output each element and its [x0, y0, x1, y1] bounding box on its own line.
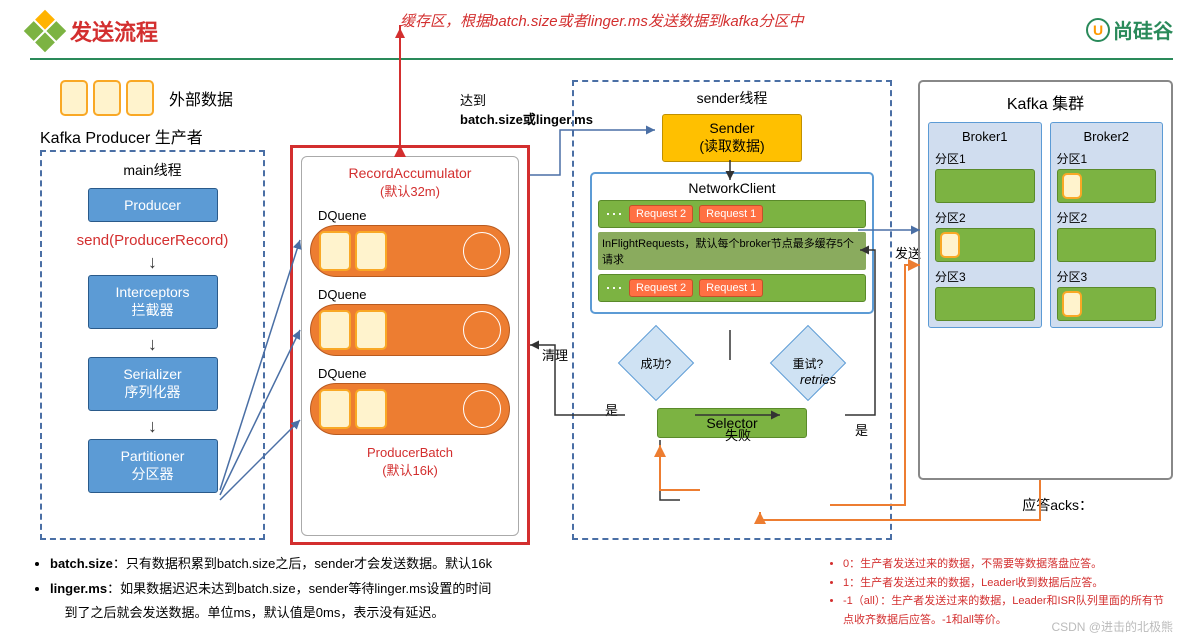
- partition-box: [935, 169, 1035, 203]
- main-thread: main线程 Producer send(ProducerRecord) ↓ I…: [40, 150, 265, 540]
- partition-box: [1057, 287, 1157, 321]
- data-card-icon: [93, 80, 121, 116]
- external-label: 外部数据: [169, 86, 233, 110]
- external-data: 外部数据: [60, 80, 233, 116]
- notes-left: batch.size：batch.size：只有数据积累到batch.size之…: [50, 552, 590, 626]
- nc-title: NetworkClient: [598, 180, 866, 196]
- yes-label: 是: [605, 400, 618, 419]
- acks-label: 应答acks：: [1022, 495, 1093, 515]
- partition-box: [1057, 169, 1157, 203]
- dots-icon: ⋯: [605, 283, 623, 293]
- dq-label: DQuene: [318, 366, 510, 381]
- request-box: Request 1: [699, 279, 763, 297]
- inflight-note: InFlightRequests，默认每个broker节点最多缓存5个请求: [598, 232, 866, 270]
- page-title: 发送流程: [70, 15, 158, 47]
- partition-label: 分区2: [1057, 209, 1157, 226]
- yes-label2: 是: [855, 420, 868, 439]
- header-right: U 尚硅谷: [1086, 15, 1173, 44]
- partition-label: 分区1: [1057, 150, 1157, 167]
- send-label: send(ProducerRecord): [50, 232, 255, 249]
- partition-box: [935, 228, 1035, 262]
- request-box: Request 1: [699, 205, 763, 223]
- kafka-cluster: Kafka 集群 Broker1 分区1 分区2 分区3 Broker2 分区1…: [918, 80, 1173, 480]
- request-box: Request 2: [629, 205, 693, 223]
- request-row: ⋯ Request 2 Request 1: [598, 274, 866, 302]
- dqueue: [310, 225, 510, 277]
- dq-label: DQuene: [318, 208, 510, 223]
- partition-label: 分区3: [935, 268, 1035, 285]
- request-box: Request 2: [629, 279, 693, 297]
- watermark: CSDN @进击的北极熊: [1051, 618, 1173, 635]
- producer-box: Producer: [88, 188, 218, 222]
- ack-note: 1：生产者发送过来的数据，Leader收到数据后应答。: [843, 574, 1173, 593]
- main-thread-title: main线程: [50, 160, 255, 180]
- data-card-icon: [60, 80, 88, 116]
- data-card-icon: [126, 80, 154, 116]
- broker-row: Broker1 分区1 分区2 分区3 Broker2 分区1 分区2 分区3: [928, 122, 1163, 328]
- partition-label: 分区1: [935, 150, 1035, 167]
- retries-label: retries: [800, 372, 836, 387]
- kafka-title: Kafka 集群: [928, 90, 1163, 114]
- request-row: ⋯ Request 2 Request 1: [598, 200, 866, 228]
- dq-label: DQuene: [318, 287, 510, 302]
- brand-name: 尚硅谷: [1113, 15, 1173, 44]
- partition-label: 分区3: [1057, 268, 1157, 285]
- producer-title: Kafka Producer 生产者: [40, 124, 203, 148]
- retry-diamond: 重试?: [770, 325, 846, 401]
- note-item: linger.ms：linger.ms：如果数据迟迟未达到batch.size，…: [50, 577, 590, 624]
- network-client: NetworkClient ⋯ Request 2 Request 1 InFl…: [590, 172, 874, 314]
- sender-thread: sender线程 Sender(读取数据) NetworkClient ⋯ Re…: [572, 80, 892, 540]
- accumulator-inner: RecordAccumulator (默认32m) DQuene DQuene …: [301, 156, 519, 536]
- dqueue: [310, 383, 510, 435]
- broker2-title: Broker2: [1057, 129, 1157, 144]
- fail-label: 失败: [725, 425, 751, 444]
- diamond-logo-icon: [24, 10, 66, 52]
- dots-icon: ⋯: [605, 209, 623, 219]
- brand-icon: U: [1086, 18, 1110, 42]
- header-left: 发送流程: [30, 15, 158, 47]
- producer-batch-label: ProducerBatch(默认16k): [310, 445, 510, 479]
- decision-row: 成功? 重试?: [580, 336, 884, 390]
- accumulator-title: RecordAccumulator: [310, 165, 510, 181]
- arrow-icon: ↓: [50, 339, 255, 349]
- partition-box: [1057, 228, 1157, 262]
- broker2: Broker2 分区1 分区2 分区3: [1050, 122, 1164, 328]
- dqueue: [310, 304, 510, 356]
- partition-box: [935, 287, 1035, 321]
- interceptors-box: Interceptors拦截器: [88, 275, 218, 329]
- serializer-box: Serializer序列化器: [88, 357, 218, 411]
- arrow-icon: ↓: [50, 421, 255, 431]
- sender-box: Sender(读取数据): [662, 114, 802, 162]
- sender-title: sender线程: [580, 88, 884, 108]
- accumulator-sub: (默认32m): [310, 181, 510, 200]
- success-diamond: 成功?: [618, 325, 694, 401]
- top-annotation: 缓存区，根据batch.size或者linger.ms发送数据到kafka分区中: [400, 10, 804, 31]
- ack-note: 0：生产者发送过来的数据，不需要等数据落盘应答。: [843, 555, 1173, 574]
- broker1-title: Broker1: [935, 129, 1035, 144]
- record-accumulator: RecordAccumulator (默认32m) DQuene DQuene …: [290, 145, 530, 545]
- note-item: batch.size：batch.size：只有数据积累到batch.size之…: [50, 552, 590, 575]
- clean-label: 清理: [542, 345, 568, 364]
- arrow-icon: ↓: [50, 257, 255, 267]
- partitioner-box: Partitioner分区器: [88, 439, 218, 493]
- partition-label: 分区2: [935, 209, 1035, 226]
- broker1: Broker1 分区1 分区2 分区3: [928, 122, 1042, 328]
